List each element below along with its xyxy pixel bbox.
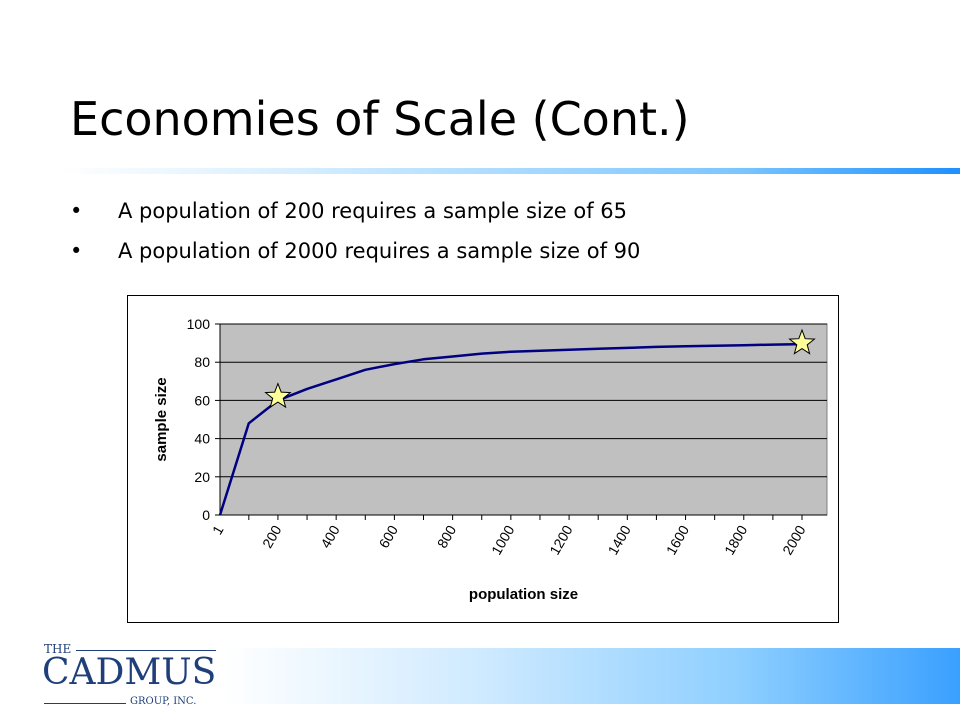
x-tick-label: 1000 [488, 522, 518, 557]
data-series [218, 342, 803, 516]
y-tick-label: 0 [202, 507, 210, 523]
x-tick-label: 1200 [546, 522, 576, 557]
star-markers [264, 328, 816, 409]
x-axis-label: population size [469, 586, 578, 603]
series-line [218, 342, 803, 516]
x-tick-label: 2000 [779, 522, 809, 557]
y-tick-label: 20 [194, 469, 210, 485]
x-tick-label: 1400 [604, 522, 634, 557]
footer-gradient-band [222, 648, 960, 704]
y-tick-label: 100 [187, 316, 211, 332]
x-tick-label: 800 [434, 522, 460, 550]
plot-area [219, 323, 828, 516]
x-tick-label: 600 [375, 522, 401, 550]
bullet-dot: • [70, 239, 83, 263]
bullet-list: • A population of 200 requires a sample s… [70, 191, 640, 271]
y-axis-label: sample size [153, 377, 170, 461]
star-marker [788, 328, 816, 355]
x-tick-label: 400 [317, 522, 343, 550]
plot-background [219, 323, 828, 516]
chart-frame: 0 20 40 60 80 100 1 200 400 600 800 1000 1200 1400 160… [127, 295, 839, 623]
bullet-text: A population of 2000 requires a sample s… [118, 239, 641, 263]
y-tick-label: 40 [194, 431, 210, 447]
y-tick-label: 60 [194, 392, 210, 408]
bullet-dot: • [70, 199, 83, 223]
logo-rule-bottom [44, 703, 126, 704]
y-tick-label: 80 [194, 354, 210, 370]
slide-title: Economies of Scale (Cont.) [70, 92, 690, 146]
bullet-text: A population of 200 requires a sample si… [118, 199, 628, 223]
x-tick-label: 1600 [663, 522, 693, 557]
logo-rule-top [76, 650, 216, 651]
bullet-item: • A population of 2000 requires a sample … [70, 231, 640, 271]
title-underline-gradient [58, 168, 960, 174]
x-tick-label: 1 [209, 522, 227, 537]
star-marker [264, 382, 292, 409]
logo-the-text: THE [44, 642, 72, 656]
logo-group-text: GROUP, INC. [130, 696, 197, 707]
x-tick-label: 1800 [721, 522, 751, 557]
logo-name-text: CADMUS [42, 652, 217, 693]
cadmus-logo: THE CADMUS GROUP, INC. [42, 640, 222, 712]
bullet-item: • A population of 200 requires a sample s… [70, 191, 640, 231]
x-tick-label: 200 [259, 522, 285, 550]
